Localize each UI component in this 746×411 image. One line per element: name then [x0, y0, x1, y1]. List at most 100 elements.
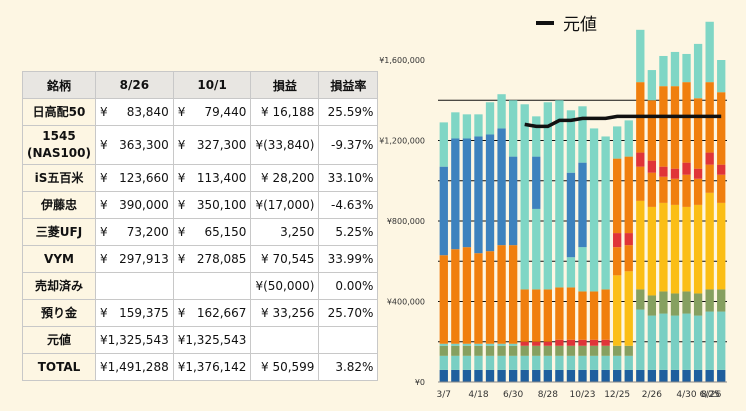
bar-segment: [578, 369, 587, 382]
amount: 390,000: [119, 198, 169, 212]
row-value-a: ¥363,300: [95, 125, 174, 165]
bar-segment: [613, 369, 622, 382]
header-profit-rate: 損益率: [318, 71, 379, 99]
bar-segment: [462, 114, 472, 139]
row-profit: ¥ 70,545: [250, 245, 320, 273]
bar-segment: [717, 92, 726, 165]
bar-segment: [485, 355, 495, 370]
bar-segment: [670, 168, 680, 179]
amount: 123,660: [119, 171, 169, 185]
currency-symbol: ¥: [100, 138, 108, 152]
bar-segment: [693, 178, 703, 205]
row-value-b: ¥113,400: [172, 164, 252, 192]
bar-segment: [462, 138, 472, 248]
bar-segment: [659, 313, 668, 370]
legend-label: 元値: [563, 15, 597, 35]
bar-segment: [624, 271, 633, 346]
amount: 73,200: [126, 225, 169, 239]
bar-segment: [462, 369, 472, 382]
row-value-b: ¥1,376,142: [172, 353, 252, 381]
bar-segment: [474, 114, 483, 137]
legend-swatch: [536, 21, 554, 25]
bar-segment: [555, 345, 564, 356]
bar-segment: [566, 345, 576, 356]
table-row: 1545 (NAS100) ¥363,300 ¥327,300 ¥(33,840) -9…: [22, 125, 379, 165]
bar-segment: [508, 369, 518, 382]
bar-segment: [636, 166, 645, 201]
row-profit-rate: 33.99%: [318, 245, 379, 273]
bar-segment: [624, 156, 633, 234]
table-row: 三菱UFJ ¥73,200 ¥65,150 3,250 5.25%: [22, 218, 379, 246]
y-tick-label: ¥1,600,000: [379, 56, 425, 65]
row-profit: ¥ 16,188: [250, 98, 320, 126]
bar-segment: [508, 245, 518, 344]
row-value-a: ¥1,325,543: [95, 326, 174, 354]
bar-segment: [613, 355, 622, 370]
bar-segment: [474, 369, 483, 382]
bar-segment: [705, 192, 714, 290]
bar-segment: [532, 341, 541, 346]
row-value-a: ¥1,491,288: [95, 353, 174, 381]
bar-segment: [578, 162, 587, 248]
bar-segment: [543, 355, 552, 370]
row-profit-rate: 25.59%: [318, 98, 379, 126]
bar-segment: [532, 289, 541, 342]
bar-segment: [705, 369, 714, 382]
bar-segment: [578, 339, 587, 346]
row-name: 預り金: [22, 299, 96, 327]
bar-segment: [589, 339, 599, 346]
bar-segment: [693, 315, 703, 370]
x-tick-label: 2/26: [642, 390, 662, 400]
row-profit-rate: -4.63%: [318, 191, 379, 219]
x-tick-label: 4/30: [676, 390, 696, 400]
bar-segment: [670, 369, 680, 382]
row-name: 1545 (NAS100): [22, 125, 96, 165]
bar-segment: [670, 86, 680, 169]
x-tick-label: 6/30: [503, 390, 523, 400]
bar-segment: [485, 343, 495, 346]
row-profit-rate: 0.00%: [318, 272, 379, 300]
bar-segment: [670, 51, 680, 87]
bar-segment: [485, 369, 495, 382]
row-value-b: ¥79,440: [172, 98, 252, 126]
bar-segment: [462, 343, 472, 346]
bar-segment: [508, 355, 518, 370]
bar-segment: [717, 289, 726, 312]
bar-segment: [705, 164, 714, 193]
bar-segment: [555, 287, 564, 340]
bar-segment: [647, 100, 657, 161]
bar-segment: [601, 345, 610, 356]
table-row: 元値 ¥1,325,543 ¥1,325,543: [22, 326, 379, 354]
x-tick-label: 10/23: [570, 390, 596, 400]
line-series: [524, 114, 722, 129]
row-value-b: ¥350,100: [172, 191, 252, 219]
row-name: 元値: [22, 326, 96, 354]
bar-segment: [659, 202, 668, 292]
bar-segment: [659, 86, 668, 167]
currency-symbol: ¥: [100, 225, 108, 239]
bar-segment: [589, 355, 599, 370]
y-tick-label: ¥400,000: [387, 298, 425, 307]
bar-segment: [636, 200, 645, 290]
bar-segment: [636, 309, 645, 370]
bar-segment: [636, 369, 645, 382]
row-profit-rate: 33.10%: [318, 164, 379, 192]
bar-segment: [717, 174, 726, 203]
portfolio-table: 銘柄 8/26 10/1 損益 損益率 日高配50 ¥83,840 ¥79,440 ¥…: [22, 71, 379, 381]
bar-segment: [462, 345, 472, 356]
bar-segment: [566, 172, 576, 258]
x-tick-label: 4/18: [468, 390, 488, 400]
amount: 297,913: [119, 252, 169, 266]
amount: 363,300: [119, 138, 169, 152]
amount: 350,100: [196, 198, 247, 212]
x-tick-label: 12/25: [604, 390, 630, 400]
bar-segment: [439, 369, 448, 382]
bar-segment: [659, 176, 668, 203]
currency-symbol: ¥: [177, 225, 186, 239]
amount: 83,840: [126, 105, 169, 119]
bar-segment: [578, 345, 587, 356]
currency-symbol: ¥: [177, 171, 186, 185]
row-value-b: [172, 272, 252, 300]
bar-segment: [543, 345, 552, 356]
bar-segment: [508, 100, 518, 157]
